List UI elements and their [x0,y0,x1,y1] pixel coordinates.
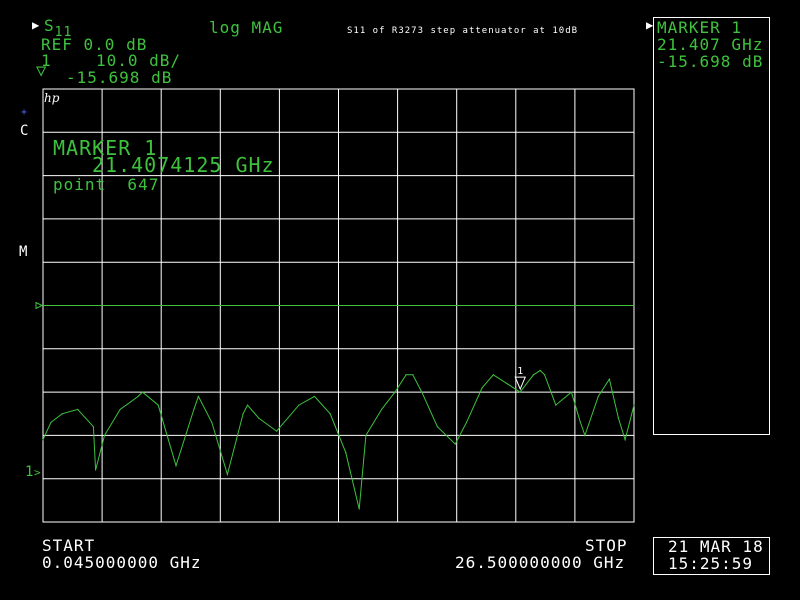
reference-line-label: 1 [25,464,34,480]
trace-point [358,508,360,510]
hp-logo: hp [44,91,60,105]
trace-point [226,473,229,475]
trace-point [584,434,586,436]
trace-point [137,395,139,398]
reference-position-icon [35,301,44,310]
trace-point [211,421,213,424]
trace-point [157,404,159,406]
marker-overlay-frequency: 21.4074125 GHz [92,153,275,177]
trace-point [242,413,244,415]
trace-point [555,404,557,406]
trace-point [175,465,177,467]
trace-point [365,434,367,436]
trace-point [579,421,581,424]
trace-point [519,391,521,393]
active-channel-arrow: ▶ [32,18,40,32]
trace-layer [42,369,635,510]
marker-1-label: 1 [517,366,523,377]
stop-frequency: 26.500000000 GHz [455,553,626,572]
trace-point [532,374,535,376]
scale-per-division: 10.0 dB/ [96,51,182,70]
trace-point [481,387,483,389]
parameter-label: S11 [44,16,72,41]
trace-point [345,452,347,454]
trace-point [246,404,249,406]
trace-point [103,434,106,436]
trace-point [454,443,456,445]
trace-point [421,391,423,393]
format-label: log MAG [209,18,284,37]
plus-icon: + [21,107,28,118]
datetime-box [653,537,770,575]
time-display: 15:25:59 [668,554,754,573]
trace-point [597,395,599,398]
trace-point [380,408,383,411]
trace-point [544,374,546,376]
reference-level: REF 0.0 dB [41,35,148,54]
chart-title: S11 of R3273 step attenuator at 10dB [347,26,579,36]
trace-point [95,469,97,471]
reference-arrow-icon: > [34,466,41,479]
marker-overlay-title: MARKER 1 [53,136,158,160]
trace-point [258,417,260,419]
trace-point [119,408,121,411]
trace-point [405,374,407,376]
marker-panel-title: MARKER 1 [657,18,743,37]
channel-number: 1 [41,51,52,70]
marker-layer: 1 [514,366,526,391]
trace-point [570,391,573,393]
trace-point [50,421,52,424]
trace-point [465,421,468,424]
marker-overlay-point: point 647 [53,175,160,194]
parameter-sub: 11 [54,25,73,40]
marker-panel [653,17,770,435]
trace-point [624,439,626,441]
trace-point [539,369,541,372]
trace-point [141,391,144,393]
stop-label: STOP [585,536,628,555]
trace-point [617,417,619,419]
marker-panel-frequency: 21.407 GHz [657,35,764,54]
marker-indicator: M [19,244,28,260]
trace-point [492,374,494,376]
trace-point [298,404,300,406]
trace-point [329,413,331,415]
trace-point [633,404,635,406]
graticule [35,88,635,523]
start-frequency: 0.045000000 GHz [42,553,202,572]
trace-point [42,439,44,441]
marker-panel-value: -15.698 dB [657,52,764,71]
trace-point [394,391,396,393]
trace-line [42,369,635,510]
marker-triangle-icon: ▽ [36,61,47,81]
trace-point [92,426,94,428]
marker-readout-value: -15.698 dB [66,68,173,87]
trace-point [61,413,63,415]
trace-point [77,408,79,411]
trace-point [436,426,439,428]
trace-point [412,374,414,376]
marker-panel-arrow-icon: ▶ [646,18,654,32]
trace-point [275,430,278,432]
start-label: START [42,536,96,555]
date-display: 21 MAR 18 [668,537,764,556]
trace-point [313,395,316,398]
trace-point [608,378,611,380]
trace-point [197,395,199,398]
marker-1-icon [514,376,526,391]
correction-indicator: C [20,123,29,139]
trace-point [506,382,508,385]
trace-point [193,408,195,411]
parameter-main: S [44,16,55,35]
